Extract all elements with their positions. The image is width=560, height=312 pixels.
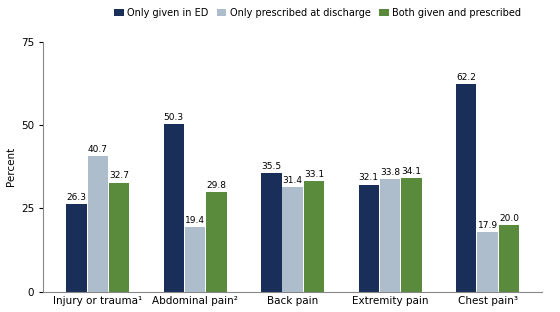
Text: 31.4: 31.4 — [283, 176, 303, 185]
Text: 33.1: 33.1 — [304, 170, 324, 179]
Bar — [66, 204, 87, 292]
Bar — [164, 124, 184, 292]
Bar — [478, 232, 498, 292]
Legend: Only given in ED, Only prescribed at discharge, Both given and prescribed: Only given in ED, Only prescribed at dis… — [110, 4, 525, 22]
Bar — [402, 178, 422, 292]
Bar — [380, 179, 400, 292]
Text: 40.7: 40.7 — [88, 144, 108, 154]
Text: 50.3: 50.3 — [164, 113, 184, 122]
Bar — [304, 181, 324, 292]
Text: 17.9: 17.9 — [478, 221, 498, 230]
Text: 35.5: 35.5 — [261, 162, 281, 171]
Bar — [358, 185, 379, 292]
Bar — [207, 192, 227, 292]
Bar — [282, 187, 303, 292]
Bar — [87, 156, 108, 292]
Text: 20.0: 20.0 — [499, 214, 519, 222]
Bar — [185, 227, 206, 292]
Bar — [261, 173, 282, 292]
Bar — [456, 84, 477, 292]
Text: 19.4: 19.4 — [185, 216, 205, 225]
Y-axis label: Percent: Percent — [6, 147, 16, 186]
Text: 33.8: 33.8 — [380, 168, 400, 177]
Text: 62.2: 62.2 — [456, 73, 476, 82]
Text: 34.1: 34.1 — [402, 167, 422, 176]
Text: 32.1: 32.1 — [359, 173, 379, 182]
Text: 32.7: 32.7 — [109, 171, 129, 180]
Bar — [499, 225, 519, 292]
Text: 26.3: 26.3 — [66, 193, 86, 202]
Bar — [109, 183, 129, 292]
Text: 29.8: 29.8 — [207, 181, 227, 190]
